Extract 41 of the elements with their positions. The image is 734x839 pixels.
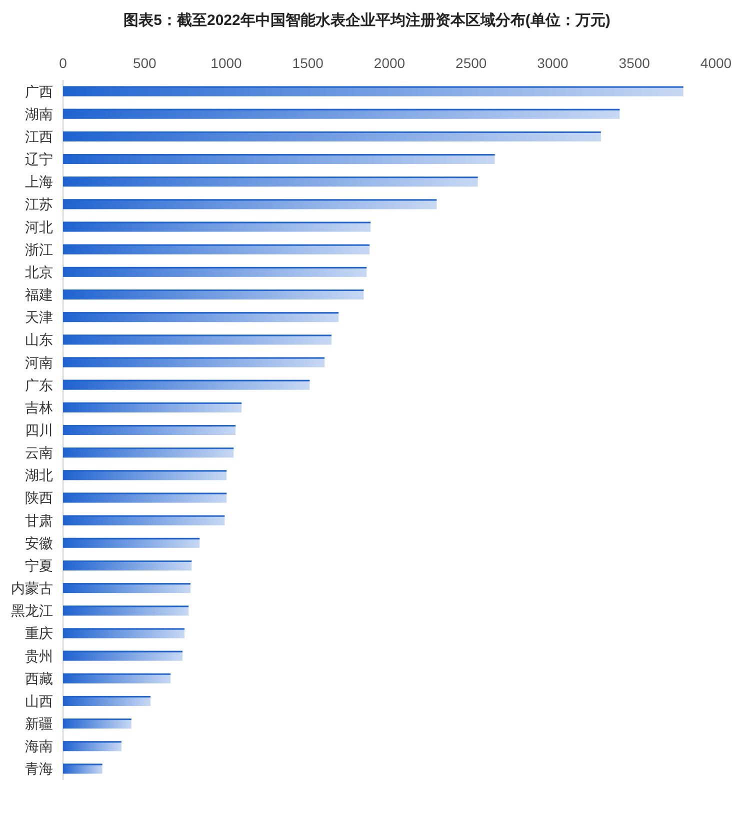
y-tick-label: 广西 xyxy=(25,83,53,100)
y-tick-label: 浙江 xyxy=(25,241,53,258)
y-tick-label: 湖南 xyxy=(25,106,53,122)
y-tick-label: 四川 xyxy=(25,422,53,438)
y-tick-label: 江苏 xyxy=(25,196,53,212)
y-tick-label: 云南 xyxy=(25,444,53,461)
y-tick-label: 海南 xyxy=(25,738,53,754)
y-tick-label: 辽宁 xyxy=(25,151,53,168)
y-tick-label: 山东 xyxy=(25,332,53,348)
y-tick-label: 新疆 xyxy=(25,716,53,732)
y-tick-label: 广东 xyxy=(25,376,53,393)
x-tick-label: 0 xyxy=(59,55,68,71)
y-tick-label: 黑龙江 xyxy=(11,602,53,619)
y-tick-label: 福建 xyxy=(25,286,53,303)
y-tick-label: 宁夏 xyxy=(25,557,53,574)
y-tick-label: 山西 xyxy=(25,692,53,709)
y-tick-label: 河南 xyxy=(25,354,53,370)
y-tick-label: 贵州 xyxy=(25,648,53,664)
y-tick-label: 安徽 xyxy=(25,534,53,551)
y-tick-label: 西藏 xyxy=(25,670,53,686)
y-tick-label: 陕西 xyxy=(25,490,53,506)
x-tick-label: 4000 xyxy=(700,55,732,71)
y-tick-label: 河北 xyxy=(25,218,53,235)
y-tick-label: 甘肃 xyxy=(25,512,53,528)
y-tick-label: 上海 xyxy=(25,174,53,190)
x-tick-label: 2500 xyxy=(456,55,487,71)
y-tick-label: 吉林 xyxy=(25,399,53,416)
y-tick-label: 北京 xyxy=(25,264,53,280)
chart-title: 图表5：截至2022年中国智能水表企业平均注册资本区域分布(单位：万元) xyxy=(124,11,610,29)
y-tick-label: 江西 xyxy=(25,128,53,144)
y-tick-label: 重庆 xyxy=(25,625,53,642)
y-tick-label: 天津 xyxy=(25,309,53,326)
y-tick-label: 青海 xyxy=(25,760,53,777)
x-tick-label: 1500 xyxy=(292,55,324,71)
x-tick-label: 3000 xyxy=(537,55,569,71)
x-tick-label: 2000 xyxy=(374,55,406,71)
y-tick-label: 湖北 xyxy=(25,467,53,484)
x-tick-label: 500 xyxy=(132,55,157,71)
y-tick-label: 内蒙古 xyxy=(11,580,53,596)
x-tick-label: 3500 xyxy=(618,55,650,71)
x-tick-label: 1000 xyxy=(210,55,242,71)
